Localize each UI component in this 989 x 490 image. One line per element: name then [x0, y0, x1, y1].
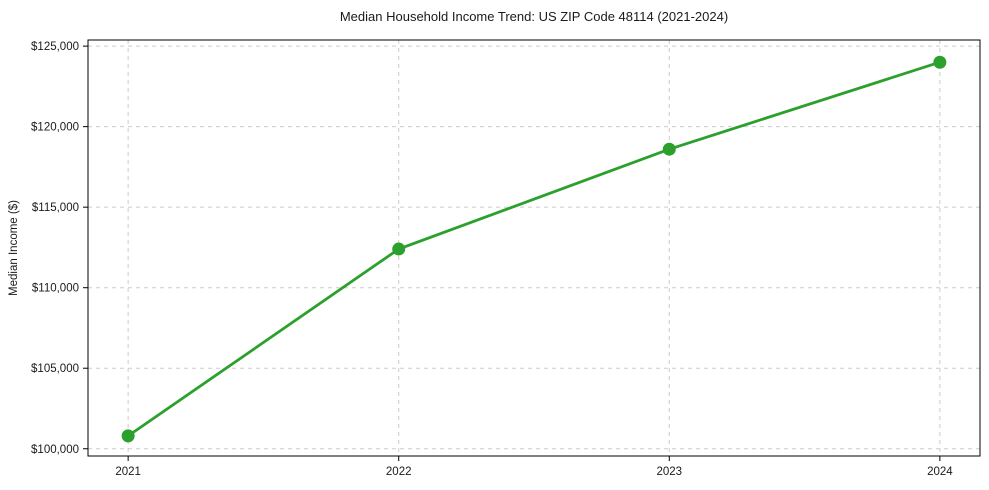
data-point-2023	[662, 142, 676, 156]
y-tick-label: $100,000	[31, 444, 79, 456]
data-point-2024	[933, 55, 947, 69]
trend-line	[126, 60, 942, 438]
data-point-2022	[392, 242, 406, 256]
x-tick-label: 2024	[927, 466, 953, 478]
y-tick-label: $115,000	[32, 202, 79, 214]
data-point-2021	[121, 429, 135, 443]
chart-title: Median Household Income Trend: US ZIP Co…	[339, 9, 729, 24]
y-tick-label: $120,000	[31, 122, 79, 134]
y-tick-label: $125,000	[31, 41, 79, 53]
plot-border	[87, 39, 981, 457]
y-tick-label: $110,000	[32, 283, 79, 295]
x-tick-label: 2021	[115, 466, 141, 478]
x-tick-label: 2022	[386, 466, 412, 478]
y-tick-label: $105,000	[31, 363, 79, 375]
x-tick-label: 2023	[656, 466, 682, 478]
